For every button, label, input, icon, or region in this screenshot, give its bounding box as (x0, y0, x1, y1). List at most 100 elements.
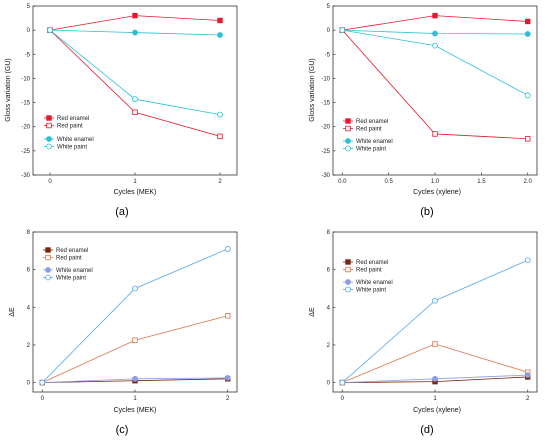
y-tick-label: -5 (325, 52, 331, 58)
y-tick-label: -30 (21, 173, 30, 179)
legend-marker (345, 286, 351, 293)
data-point-white-enamel (224, 374, 231, 381)
legend-marker (45, 274, 51, 281)
data-point-red-enamel (432, 12, 438, 19)
legend-label: White paint (356, 288, 386, 294)
y-tick-label: -10 (21, 76, 30, 82)
y-axis-label: Gloss variation (GU) (309, 58, 316, 121)
legend-marker (46, 136, 52, 142)
legend-label: Red enamel (57, 116, 89, 122)
x-tick-label: 0 (48, 179, 52, 185)
panel-caption: (d) (420, 424, 433, 436)
x-axis-label: Cycles (xylene) (413, 189, 461, 196)
data-point-white-paint (132, 96, 138, 103)
legend-marker (345, 266, 351, 273)
y-tick-label: 4 (27, 305, 31, 311)
legend-label: Red paint (56, 256, 82, 262)
legend-marker (46, 122, 52, 129)
x-tick-label: 0.5 (384, 179, 393, 185)
x-tick-label: 1 (133, 396, 137, 402)
chart-panel-2: 5 0 -5 -10 -15 -20 -25 -30 0.0 0.5 1.0 1.5 2.0 Cycles… (309, 4, 538, 218)
legend-marker (46, 143, 52, 150)
data-point-white-enamel (132, 375, 138, 382)
legend-label: Red enamel (56, 248, 88, 254)
y-tick-label: 5 (327, 4, 331, 10)
legend-marker (345, 118, 351, 124)
legend-label: White paint (356, 147, 386, 153)
series-line-white-paint (342, 259, 528, 383)
data-point-red-enamel (217, 17, 223, 24)
y-tick-label: 8 (327, 230, 331, 236)
legend-label: White enamel (57, 137, 94, 143)
data-point-white-paint (432, 42, 438, 49)
legend-label: Red enamel (356, 260, 388, 266)
data-point-white-paint (217, 111, 223, 118)
data-point-white-paint (132, 285, 138, 292)
y-tick-label: 2 (27, 343, 31, 349)
legend-label: White paint (57, 145, 87, 151)
data-point-red-paint (132, 337, 138, 343)
data-point-red-paint (225, 313, 231, 319)
y-tick-label: -30 (321, 173, 330, 179)
y-tick-label: -5 (25, 52, 31, 58)
legend-marker (345, 138, 351, 144)
series-line-white-paint (342, 29, 528, 96)
data-point-white-paint (224, 246, 231, 252)
y-tick-label: -25 (21, 149, 30, 155)
data-point-white-paint (432, 297, 438, 304)
legend-label: White paint (56, 276, 86, 282)
x-tick-label: 2.0 (524, 179, 533, 185)
panel-caption: (a) (115, 206, 128, 218)
legend-marker (345, 145, 351, 152)
x-axis-label: Cycles (MEK) (114, 407, 157, 414)
y-tick-label: 0 (327, 28, 331, 34)
x-tick-label: 1.5 (477, 179, 486, 185)
legend-marker (45, 254, 51, 261)
panel-caption: (c) (116, 424, 129, 436)
y-tick-label: 4 (327, 305, 331, 311)
x-tick-label: 0 (341, 396, 345, 402)
x-tick-label: 1 (433, 396, 437, 402)
data-point-white-paint (524, 92, 531, 99)
data-point-red-paint (525, 136, 531, 142)
data-point-white-enamel (432, 375, 438, 382)
legend-marker (345, 279, 351, 285)
y-tick-label: 6 (27, 268, 31, 274)
data-point-red-paint (432, 131, 438, 137)
x-tick-label: 2 (218, 179, 222, 185)
plot-frame (332, 231, 538, 393)
legend-label: White enamel (356, 139, 393, 145)
y-tick-label: -20 (21, 125, 30, 131)
legend-label: White enamel (356, 280, 393, 286)
x-tick-label: 0.0 (338, 179, 347, 185)
y-tick-label: -25 (321, 149, 330, 155)
legend-marker (46, 115, 52, 121)
legend-marker (45, 247, 51, 253)
data-point-white-paint (339, 379, 346, 386)
y-tick-label: 0 (27, 28, 31, 34)
data-point-white-paint (524, 257, 531, 264)
y-axis-label: ΔE (9, 307, 16, 317)
y-tick-label: 0 (327, 381, 331, 387)
data-point-red-enamel (525, 18, 531, 25)
legend-label: Red enamel (356, 119, 388, 125)
legend-marker (345, 125, 351, 132)
data-point-white-enamel (524, 372, 531, 378)
y-tick-label: 8 (27, 230, 31, 236)
data-point-white-paint (39, 379, 46, 386)
x-tick-label: 1 (133, 179, 137, 185)
x-tick-label: 0 (41, 396, 45, 402)
data-point-red-paint (132, 109, 138, 115)
y-axis-label: ΔE (309, 307, 316, 317)
legend-label: Red paint (57, 124, 83, 130)
data-point-white-enamel (432, 30, 438, 37)
data-point-red-paint (217, 133, 223, 140)
x-tick-label: 2 (526, 396, 530, 402)
y-axis-label: Gloss variation (GU) (5, 58, 12, 121)
chart-panel-1: 5 0 -5 -10 -15 -20 -25 -30 0 1 2 Cycles (MEK) Gloss … (5, 4, 238, 218)
x-tick-label: 2 (226, 396, 230, 402)
data-point-white-enamel (524, 31, 531, 37)
y-tick-label: -20 (321, 125, 330, 131)
y-tick-label: -15 (21, 101, 30, 107)
y-tick-label: -15 (321, 101, 330, 107)
